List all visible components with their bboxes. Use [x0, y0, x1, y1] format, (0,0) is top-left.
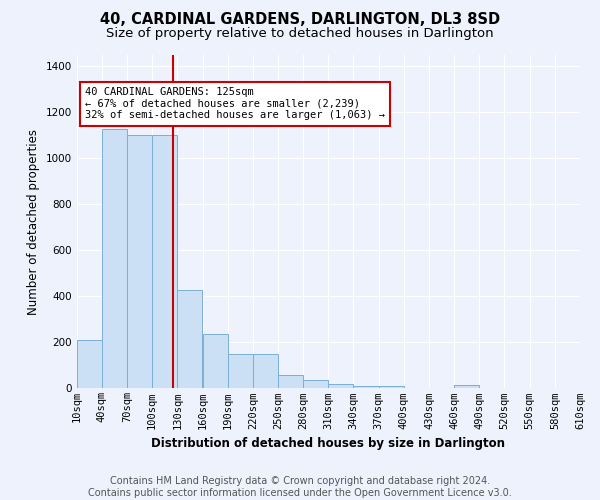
Text: Contains HM Land Registry data © Crown copyright and database right 2024.
Contai: Contains HM Land Registry data © Crown c… — [88, 476, 512, 498]
Bar — [127, 136, 152, 388]
Bar — [203, 334, 227, 388]
Y-axis label: Number of detached properties: Number of detached properties — [27, 128, 40, 314]
Bar — [454, 385, 479, 388]
Bar — [178, 290, 202, 388]
Text: 40, CARDINAL GARDENS, DARLINGTON, DL3 8SD: 40, CARDINAL GARDENS, DARLINGTON, DL3 8S… — [100, 12, 500, 28]
Text: 40 CARDINAL GARDENS: 125sqm
← 67% of detached houses are smaller (2,239)
32% of : 40 CARDINAL GARDENS: 125sqm ← 67% of det… — [85, 87, 385, 120]
Bar — [77, 340, 102, 388]
Bar — [379, 386, 404, 388]
Bar — [253, 354, 278, 388]
Bar — [102, 128, 127, 388]
Bar — [278, 374, 303, 388]
Bar — [227, 354, 253, 388]
Bar — [328, 384, 353, 388]
Bar — [152, 136, 178, 388]
Text: Size of property relative to detached houses in Darlington: Size of property relative to detached ho… — [106, 28, 494, 40]
X-axis label: Distribution of detached houses by size in Darlington: Distribution of detached houses by size … — [151, 437, 505, 450]
Bar — [303, 380, 328, 388]
Bar — [353, 386, 379, 388]
